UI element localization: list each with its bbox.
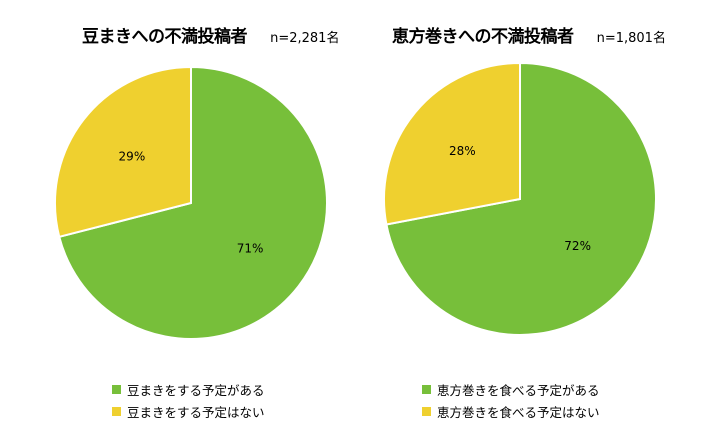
pie-chart: 72% 28% [383,61,657,336]
pie-slice-yes [58,65,328,340]
legend-item-yes: 豆まきをする予定がある [112,378,265,400]
legend-swatch-yellow [112,406,121,416]
legend-swatch-yellow [422,406,431,416]
legend-label: 恵方巻きを食べる予定がある [437,382,600,398]
legend-swatch-green [112,384,121,394]
pie-chart: 71% 29% [54,65,328,340]
chart-mamemaki: 豆まきへの不満投稿者 n=2,281名 71% 29% 豆まきをする予定がある … [0,0,350,426]
legend-item-no: 豆まきをする予定はない [112,400,265,422]
pie-slice-no [54,65,192,239]
slice-label-yes: 72% [564,239,591,253]
chart-header: 豆まきへの不満投稿者 n=2,281名 [82,22,339,47]
sample-size: n=1,801名 [596,31,666,46]
legend: 恵方巻きを食べる予定がある 恵方巻きを食べる予定はない [422,378,600,422]
legend-swatch-green [422,384,431,394]
slice-label-no: 28% [449,144,476,158]
sample-size: n=2,281名 [270,31,340,46]
legend-item-no: 恵方巻きを食べる予定はない [422,400,600,422]
chart-ehomaki: 恵方巻きへの不満投稿者 n=1,801名 72% 28% 恵方巻きを食べる予定が… [350,0,701,426]
legend-label: 豆まきをする予定はない [127,404,265,420]
legend-item-yes: 恵方巻きを食べる予定がある [422,378,600,400]
pie-slice-yes [385,61,657,336]
chart-title: 豆まきへの不満投稿者 [82,27,248,47]
chart-title: 恵方巻きへの不満投稿者 [392,27,574,47]
pie-slice-no [383,61,521,226]
legend: 豆まきをする予定がある 豆まきをする予定はない [112,378,265,422]
chart-header: 恵方巻きへの不満投稿者 n=1,801名 [392,22,666,47]
slice-label-no: 29% [119,150,146,164]
legend-label: 豆まきをする予定がある [127,382,265,398]
slice-label-yes: 71% [237,241,264,255]
legend-label: 恵方巻きを食べる予定はない [437,404,600,420]
